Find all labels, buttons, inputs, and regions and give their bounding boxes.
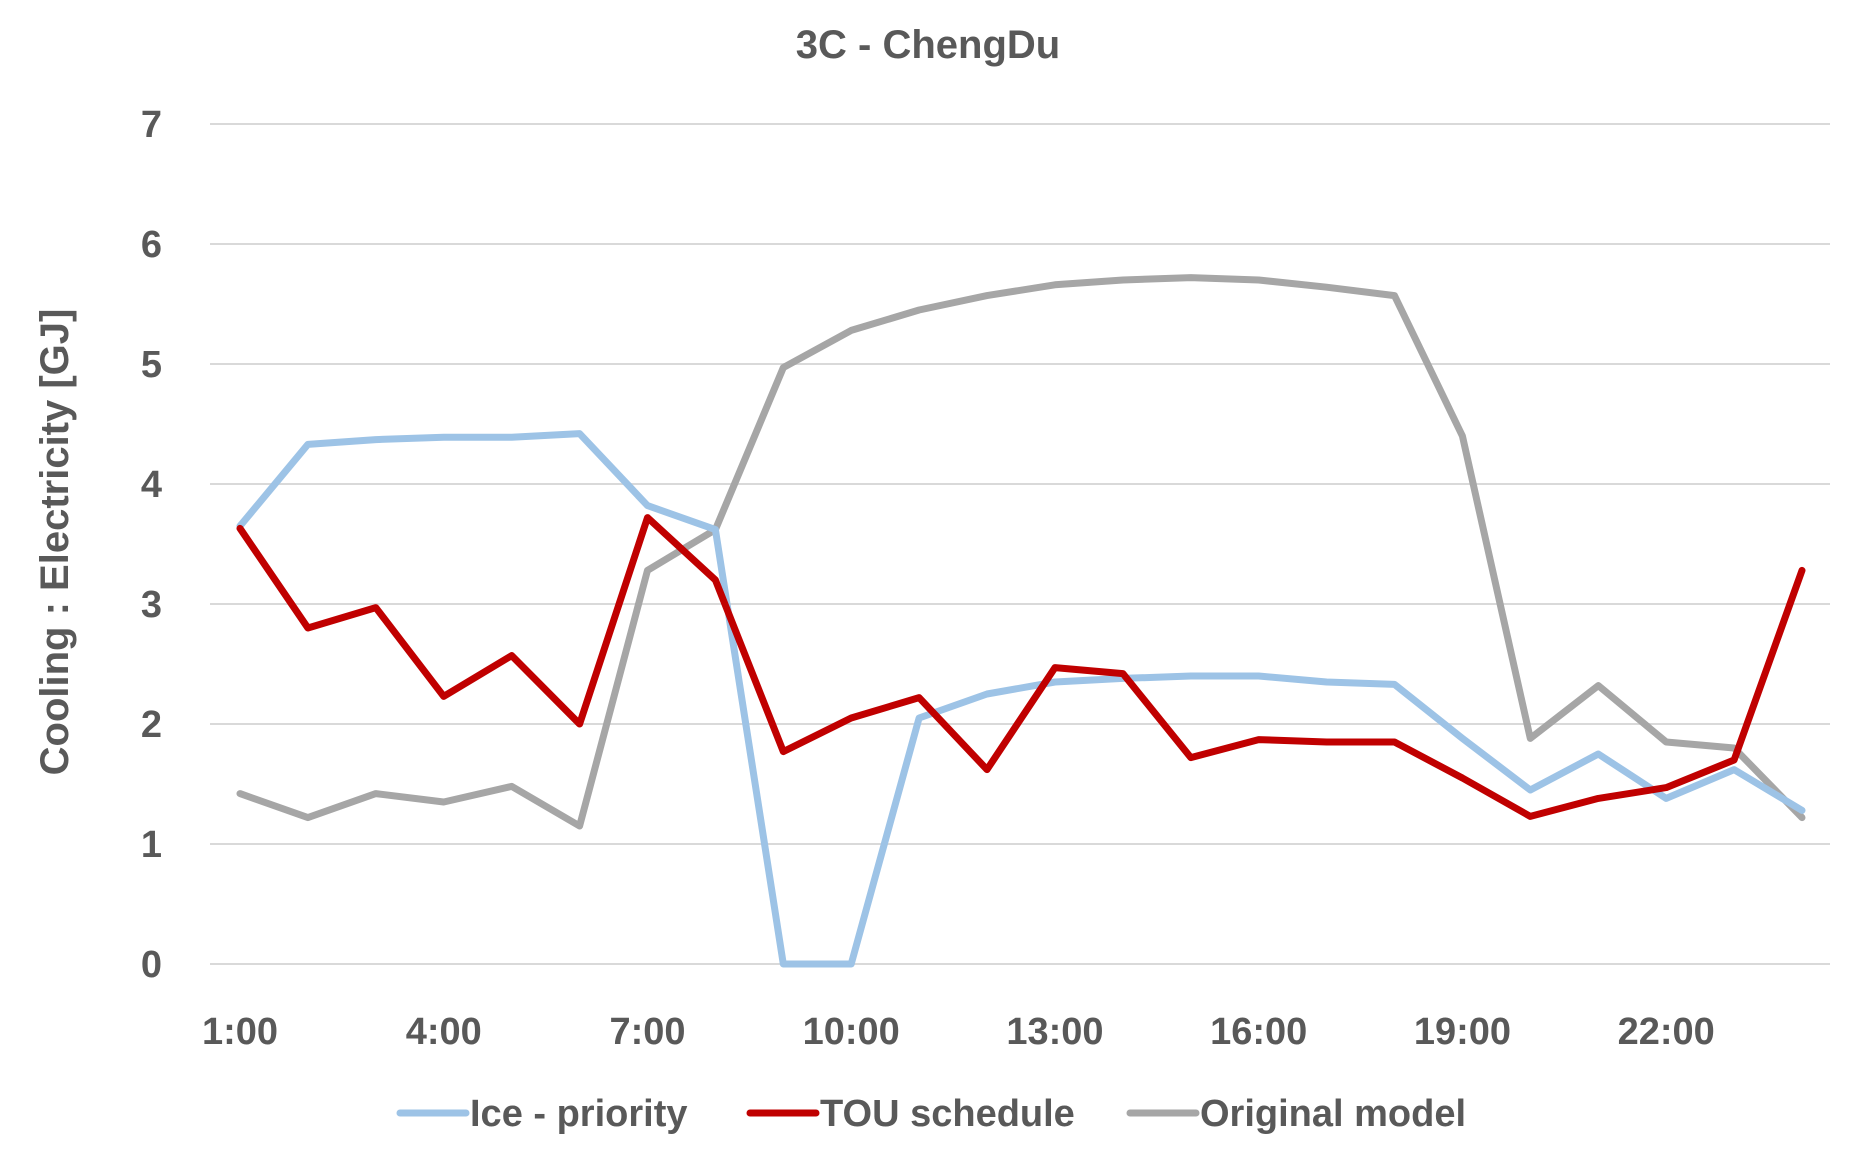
x-tick-label: 13:00 <box>1006 1011 1103 1053</box>
y-axis-ticks: 0 1 2 3 4 5 6 7 <box>141 104 162 986</box>
x-tick-label: 19:00 <box>1414 1011 1511 1053</box>
chart-title: 3C - ChengDu <box>796 23 1060 67</box>
y-tick-label: 4 <box>141 464 162 506</box>
x-axis-ticks: 1:00 4:00 7:00 10:00 13:00 16:00 19:00 22:00 <box>202 1011 1715 1053</box>
legend-label: Original model <box>1200 1093 1466 1135</box>
y-tick-label: 2 <box>141 704 162 746</box>
gridlines <box>210 123 1830 965</box>
series-line-tou-schedule <box>236 514 1806 820</box>
x-tick-label: 1:00 <box>202 1011 278 1053</box>
legend: Ice - priority TOU schedule Original model <box>396 1093 1466 1135</box>
y-tick-label: 7 <box>141 104 162 146</box>
series-line-ice-priority <box>236 430 1806 968</box>
series-lines <box>236 274 1806 968</box>
y-tick-label: 0 <box>141 944 162 986</box>
y-tick-label: 6 <box>141 224 162 266</box>
series-line-original-model <box>236 274 1806 830</box>
x-tick-label: 7:00 <box>609 1011 685 1053</box>
x-tick-label: 22:00 <box>1618 1011 1715 1053</box>
x-tick-label: 4:00 <box>406 1011 482 1053</box>
y-tick-label: 1 <box>141 824 162 866</box>
y-tick-label: 5 <box>141 344 162 386</box>
y-axis-label: Cooling : Electricity [GJ] <box>33 309 77 776</box>
legend-label: TOU schedule <box>820 1093 1075 1135</box>
legend-label: Ice - priority <box>470 1093 688 1135</box>
x-tick-label: 16:00 <box>1210 1011 1307 1053</box>
y-tick-label: 3 <box>141 584 162 626</box>
x-tick-label: 10:00 <box>803 1011 900 1053</box>
